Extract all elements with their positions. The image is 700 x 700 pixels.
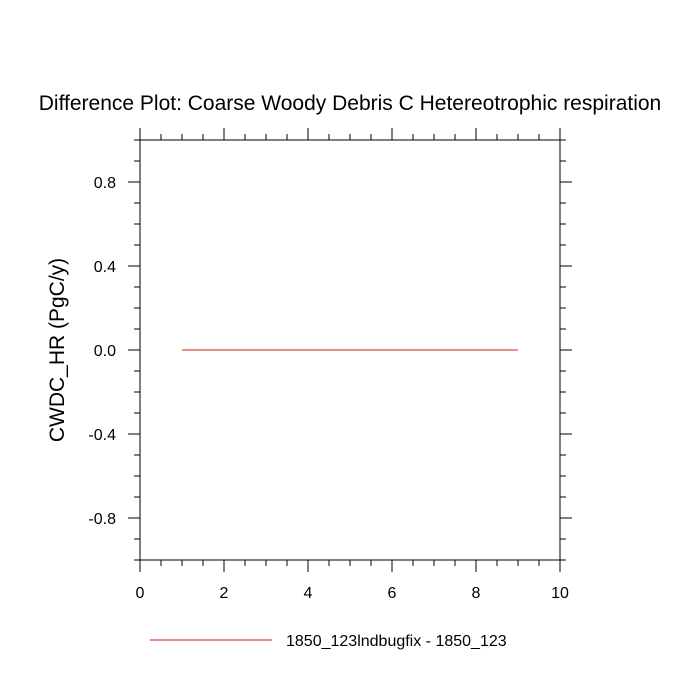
y-axis-label: CWDC_HR (PgC/y): [46, 258, 69, 442]
x-tick-label: 8: [472, 585, 481, 602]
legend: 1850_123lndbugfix - 1850_123: [150, 633, 507, 650]
y-tick-label: -0.8: [88, 511, 116, 528]
x-tick-label: 2: [220, 585, 229, 602]
legend-label: 1850_123lndbugfix - 1850_123: [286, 633, 507, 650]
y-tick-label: 0.0: [94, 343, 116, 360]
x-tick-label: 10: [551, 585, 569, 602]
y-tick-label: 0.4: [94, 259, 116, 276]
x-tick-label: 6: [388, 585, 397, 602]
y-tick-label: -0.4: [88, 427, 116, 444]
x-tick-label: 0: [136, 585, 145, 602]
chart-title: Difference Plot: Coarse Woody Debris C H…: [39, 92, 662, 115]
axes: 0 2 4 6 8 10 -0.8 -0.4 0.0 0.4 0.8: [88, 128, 572, 602]
x-tick-label: 4: [304, 585, 313, 602]
y-tick-label: 0.8: [94, 175, 116, 192]
